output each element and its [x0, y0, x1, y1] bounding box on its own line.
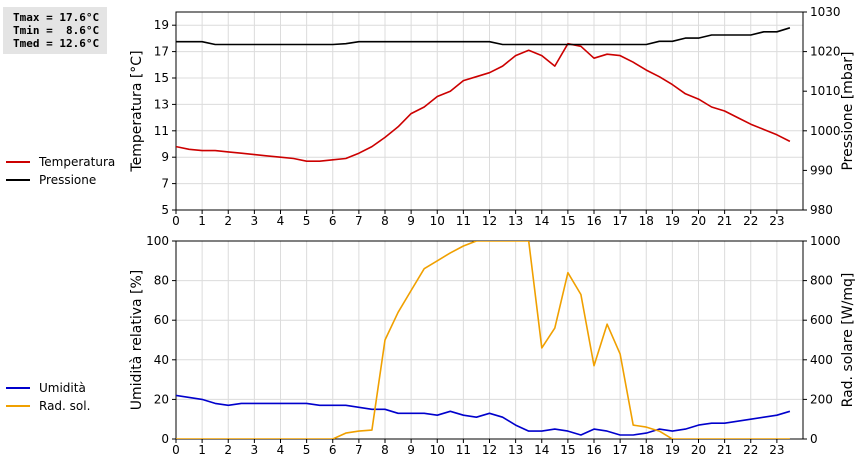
bottom-x-tick-label: 6: [329, 443, 337, 457]
top-x-tick-label: 6: [329, 214, 337, 228]
top-x-tick-label: 12: [482, 214, 497, 228]
bottom-y-right-tick-label: 400: [810, 353, 833, 367]
bottom-x-tick-label: 10: [430, 443, 445, 457]
bottom-x-tick-label: 18: [639, 443, 654, 457]
bottom-x-tick-label: 21: [717, 443, 732, 457]
top-x-tick-label: 1: [198, 214, 206, 228]
top-legend-label-1: Temperatura: [38, 155, 115, 169]
top-x-tick-label: 13: [508, 214, 523, 228]
top-y-right-tick-label: 990: [810, 163, 833, 177]
top-legend-label-2: Pressione: [39, 173, 96, 187]
bottom-legend-label-2: Rad. sol.: [39, 399, 90, 413]
top-x-tick-label: 9: [407, 214, 415, 228]
bottom-x-tick-label: 16: [586, 443, 601, 457]
bottom-x-tick-label: 5: [303, 443, 311, 457]
top-y-left-tick-label: 19: [154, 18, 169, 32]
bottom-x-tick-label: 9: [407, 443, 415, 457]
top-x-tick-label: 4: [277, 214, 285, 228]
tmin-text: Tmin = 8.6°C: [13, 24, 100, 37]
top-y-left-tick-label: 7: [161, 177, 169, 191]
top-x-tick-label: 7: [355, 214, 363, 228]
bottom-y-left-tick-label: 40: [154, 353, 169, 367]
top-y-left-label: Temperatura [°C]: [129, 50, 145, 172]
bottom-x-tick-label: 1: [198, 443, 206, 457]
top-x-tick-label: 19: [665, 214, 680, 228]
bottom-y-left-tick-label: 100: [146, 234, 169, 248]
bottom-y-right-tick-label: 1000: [810, 234, 841, 248]
bottom-y-left-tick-label: 20: [154, 392, 169, 406]
top-x-tick-label: 15: [560, 214, 575, 228]
top-y-left-tick-label: 17: [154, 45, 169, 59]
bottom-series-line-1: [176, 394, 791, 436]
bottom-x-tick-label: 0: [172, 443, 180, 457]
bottom-y-left-tick-label: 0: [161, 432, 169, 446]
top-x-tick-label: 20: [691, 214, 706, 228]
bottom-x-tick-label: 3: [251, 443, 259, 457]
top-x-tick-label: 2: [224, 214, 232, 228]
top-y-right-tick-label: 1020: [810, 45, 841, 59]
top-x-tick-label: 3: [251, 214, 259, 228]
bottom-x-tick-label: 11: [456, 443, 471, 457]
top-x-tick-label: 0: [172, 214, 180, 228]
bottom-x-tick-label: 17: [612, 443, 627, 457]
bottom-y-left-tick-label: 60: [154, 313, 169, 327]
top-plot-frame: [175, 11, 804, 211]
bottom-x-tick-label: 14: [534, 443, 549, 457]
bottom-x-tick-label: 2: [224, 443, 232, 457]
tmax-text: Tmax = 17.6°C: [13, 11, 100, 24]
top-series-line-1: [176, 42, 791, 162]
top-x-tick-label: 14: [534, 214, 549, 228]
top-y-left-tick-label: 13: [154, 97, 169, 111]
top-y-left-tick-label: 11: [154, 124, 169, 138]
top-y-left-tick-label: 15: [154, 71, 169, 85]
top-y-right-tick-label: 1000: [810, 124, 841, 138]
top-x-tick-label: 10: [430, 214, 445, 228]
stats-box: Tmax = 17.6°C Tmin = 8.6°C Tmed = 12.6°C: [3, 7, 107, 54]
top-x-tick-label: 8: [381, 214, 389, 228]
bottom-x-tick-label: 12: [482, 443, 497, 457]
top-series-line-2: [176, 27, 791, 46]
bottom-x-tick-label: 23: [769, 443, 784, 457]
top-x-tick-label: 11: [456, 214, 471, 228]
bottom-y-right-tick-label: 800: [810, 274, 833, 288]
top-y-right-label: Pressione [mbar]: [840, 51, 856, 170]
bottom-x-tick-label: 22: [743, 443, 758, 457]
bottom-x-tick-label: 4: [277, 443, 285, 457]
top-x-tick-label: 17: [612, 214, 627, 228]
tmed-text: Tmed = 12.6°C: [13, 37, 100, 50]
top-panel: 0 1 2 3 4 5 6 7 8 9 10 11 12 13 14 15 16 17 18 19 20 21 22 2357…: [6, 5, 856, 228]
bottom-y-right-tick-label: 200: [810, 392, 833, 406]
top-y-right-tick-label: 1010: [810, 84, 841, 98]
top-y-right-tick-label: 980: [810, 203, 833, 217]
bottom-series-group: [176, 241, 791, 439]
top-y-left-tick-label: 9: [161, 150, 169, 164]
top-x-tick-label: 5: [303, 214, 311, 228]
bottom-x-tick-label: 7: [355, 443, 363, 457]
bottom-panel: 0 1 2 3 4 5 6 7 8 9 10 11 12 13 14 15 16 17 18 19 20 21 22 2302…: [6, 234, 856, 457]
bottom-x-tick-label: 13: [508, 443, 523, 457]
bottom-x-tick-label: 8: [381, 443, 389, 457]
top-x-tick-label: 21: [717, 214, 732, 228]
bottom-y-right-label: Rad. solare [W/mq]: [840, 273, 856, 408]
top-x-tick-label: 16: [586, 214, 601, 228]
bottom-x-tick-label: 20: [691, 443, 706, 457]
bottom-legend-label-1: Umidità: [39, 381, 86, 395]
top-x-tick-label: 23: [769, 214, 784, 228]
bottom-x-tick-label: 19: [665, 443, 680, 457]
bottom-series-line-2: [176, 241, 790, 439]
top-y-left-tick-label: 5: [161, 203, 169, 217]
top-x-tick-label: 22: [743, 214, 758, 228]
top-series-group: [176, 27, 791, 162]
bottom-y-right-tick-label: 0: [810, 432, 818, 446]
top-y-right-tick-label: 1030: [810, 5, 841, 19]
bottom-x-tick-label: 15: [560, 443, 575, 457]
bottom-y-left-label: Umidità relativa [%]: [129, 270, 145, 411]
bottom-y-left-tick-label: 80: [154, 274, 169, 288]
bottom-y-right-tick-label: 600: [810, 313, 833, 327]
top-x-tick-label: 18: [639, 214, 654, 228]
